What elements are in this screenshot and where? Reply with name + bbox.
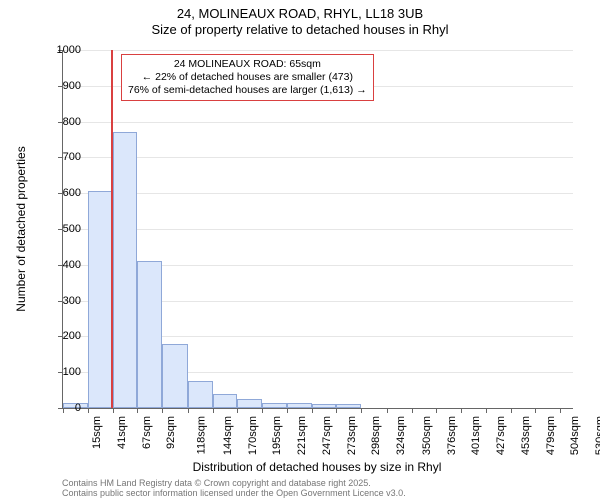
xtick-mark xyxy=(287,408,288,413)
ytick-label: 900 xyxy=(41,80,81,92)
xtick-label: 144sqm xyxy=(222,416,234,455)
title-line-1: 24, MOLINEAUX ROAD, RHYL, LL18 3UB xyxy=(0,6,600,22)
ytick-label: 300 xyxy=(41,295,81,307)
gridline xyxy=(63,193,573,194)
x-axis-label: Distribution of detached houses by size … xyxy=(62,460,572,474)
xtick-mark xyxy=(113,408,114,413)
xtick-mark xyxy=(560,408,561,413)
xtick-label: 170sqm xyxy=(247,416,259,455)
marker-line xyxy=(111,50,113,408)
histogram-bar xyxy=(88,191,113,408)
xtick-mark xyxy=(137,408,138,413)
ytick-label: 100 xyxy=(41,366,81,378)
xtick-label: 401sqm xyxy=(470,416,482,455)
xtick-label: 298sqm xyxy=(370,416,382,455)
xtick-label: 195sqm xyxy=(271,416,283,455)
ytick-label: 500 xyxy=(41,223,81,235)
xtick-mark xyxy=(535,408,536,413)
xtick-label: 273sqm xyxy=(346,416,358,455)
footer-line-1: Contains HM Land Registry data © Crown c… xyxy=(62,478,406,488)
xtick-mark xyxy=(188,408,189,413)
gridline xyxy=(63,157,573,158)
chart-container: 24, MOLINEAUX ROAD, RHYL, LL18 3UB Size … xyxy=(0,0,600,500)
histogram-bar xyxy=(188,381,213,408)
xtick-mark xyxy=(387,408,388,413)
footer-attribution: Contains HM Land Registry data © Crown c… xyxy=(62,478,406,499)
xtick-mark xyxy=(213,408,214,413)
histogram-bar xyxy=(137,261,162,408)
histogram-bar xyxy=(336,404,361,408)
xtick-mark xyxy=(237,408,238,413)
xtick-label: 15sqm xyxy=(91,416,103,449)
xtick-mark xyxy=(162,408,163,413)
marker-callout: 24 MOLINEAUX ROAD: 65sqm← 22% of detache… xyxy=(121,54,374,101)
callout-line: 76% of semi-detached houses are larger (… xyxy=(128,84,367,97)
gridline xyxy=(63,50,573,51)
footer-line-2: Contains public sector information licen… xyxy=(62,488,406,498)
ytick-label: 600 xyxy=(41,187,81,199)
xtick-mark xyxy=(361,408,362,413)
xtick-mark xyxy=(312,408,313,413)
histogram-bar xyxy=(312,404,336,408)
xtick-mark xyxy=(88,408,89,413)
xtick-mark xyxy=(461,408,462,413)
callout-line: ← 22% of detached houses are smaller (47… xyxy=(128,71,367,84)
xtick-label: 350sqm xyxy=(421,416,433,455)
xtick-label: 41sqm xyxy=(116,416,128,449)
ytick-label: 700 xyxy=(41,151,81,163)
xtick-label: 118sqm xyxy=(196,416,208,454)
histogram-bar xyxy=(213,394,237,408)
xtick-label: 92sqm xyxy=(165,416,177,449)
histogram-bar xyxy=(113,132,137,408)
ytick-label: 400 xyxy=(41,259,81,271)
gridline xyxy=(63,122,573,123)
xtick-label: 67sqm xyxy=(141,416,153,449)
callout-line: 24 MOLINEAUX ROAD: 65sqm xyxy=(128,58,367,71)
xtick-label: 504sqm xyxy=(569,416,581,455)
xtick-label: 427sqm xyxy=(495,416,507,455)
gridline xyxy=(63,229,573,230)
chart-title: 24, MOLINEAUX ROAD, RHYL, LL18 3UB Size … xyxy=(0,0,600,39)
xtick-mark xyxy=(486,408,487,413)
xtick-label: 221sqm xyxy=(296,416,308,455)
ytick-label: 0 xyxy=(41,402,81,414)
y-axis-label: Number of detached properties xyxy=(14,146,28,311)
ytick-label: 1000 xyxy=(41,44,81,56)
xtick-mark xyxy=(336,408,337,413)
xtick-label: 376sqm xyxy=(446,416,458,455)
xtick-label: 324sqm xyxy=(396,416,408,455)
histogram-bar xyxy=(237,399,262,408)
xtick-label: 453sqm xyxy=(520,416,532,455)
histogram-bar xyxy=(162,344,187,408)
ytick-label: 200 xyxy=(41,330,81,342)
histogram-bar xyxy=(262,403,287,408)
plot-area: 24 MOLINEAUX ROAD: 65sqm← 22% of detache… xyxy=(62,50,573,409)
xtick-mark xyxy=(511,408,512,413)
ytick-label: 800 xyxy=(41,116,81,128)
xtick-mark xyxy=(436,408,437,413)
xtick-mark xyxy=(412,408,413,413)
histogram-bar xyxy=(287,403,312,408)
xtick-label: 247sqm xyxy=(321,416,333,455)
xtick-label: 479sqm xyxy=(545,416,557,455)
xtick-label: 530sqm xyxy=(595,416,600,455)
title-line-2: Size of property relative to detached ho… xyxy=(0,22,600,38)
xtick-mark xyxy=(262,408,263,413)
